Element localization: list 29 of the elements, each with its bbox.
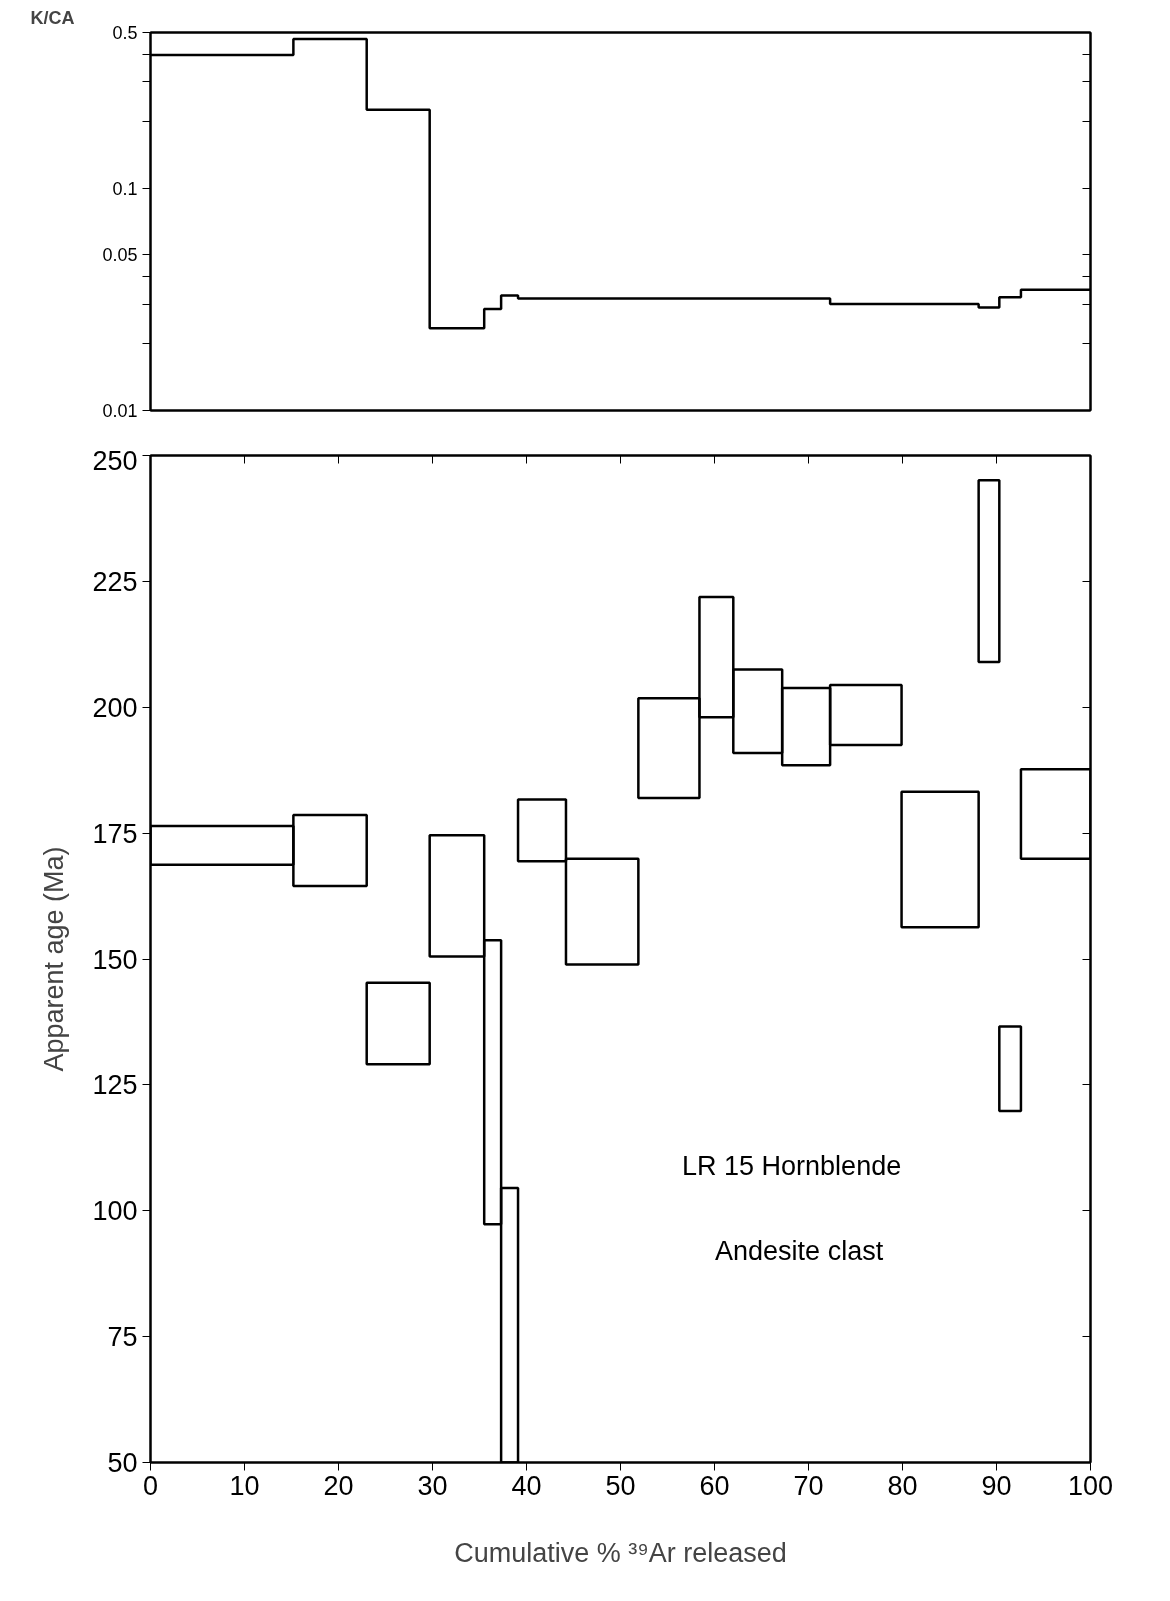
annotation: LR 15 Hornblende: [682, 1150, 902, 1181]
y-tick-label: 250: [92, 445, 138, 476]
x-axis-title: Cumulative % ³⁹Ar released: [454, 1537, 787, 1568]
y-axis-title: Apparent age (Ma): [39, 846, 70, 1072]
x-tick-label: 100: [1067, 1470, 1114, 1501]
x-tick-label: 70: [793, 1470, 824, 1501]
x-tick-label: 0: [142, 1470, 159, 1501]
x-tick-label: 40: [511, 1470, 542, 1501]
y-tick-label: 75: [107, 1322, 138, 1353]
x-tick-label: 80: [887, 1470, 918, 1501]
y-tick-label: 100: [92, 1196, 138, 1227]
y-tick-label: 0.01: [102, 401, 138, 421]
x-tick-label: 50: [605, 1470, 636, 1501]
y-tick-label: 125: [92, 1070, 138, 1101]
y-axis-title: K/CA: [30, 7, 75, 28]
x-tick-label: 10: [229, 1470, 260, 1501]
y-tick-label: 225: [92, 566, 138, 597]
x-tick-label: 30: [417, 1470, 448, 1501]
y-tick-label: 150: [92, 944, 138, 975]
y-tick-label: 175: [92, 818, 138, 849]
x-tick-label: 90: [981, 1470, 1012, 1501]
y-tick-label: 200: [92, 692, 138, 723]
y-tick-label: 0.1: [112, 178, 138, 199]
annotation: Andesite clast: [715, 1236, 884, 1267]
x-tick-label: 60: [699, 1470, 730, 1501]
x-tick-label: 20: [323, 1470, 354, 1501]
y-tick-label: 50: [107, 1448, 138, 1478]
y-tick-label: 0.5: [112, 23, 138, 43]
y-tick-label: 0.05: [102, 245, 138, 266]
